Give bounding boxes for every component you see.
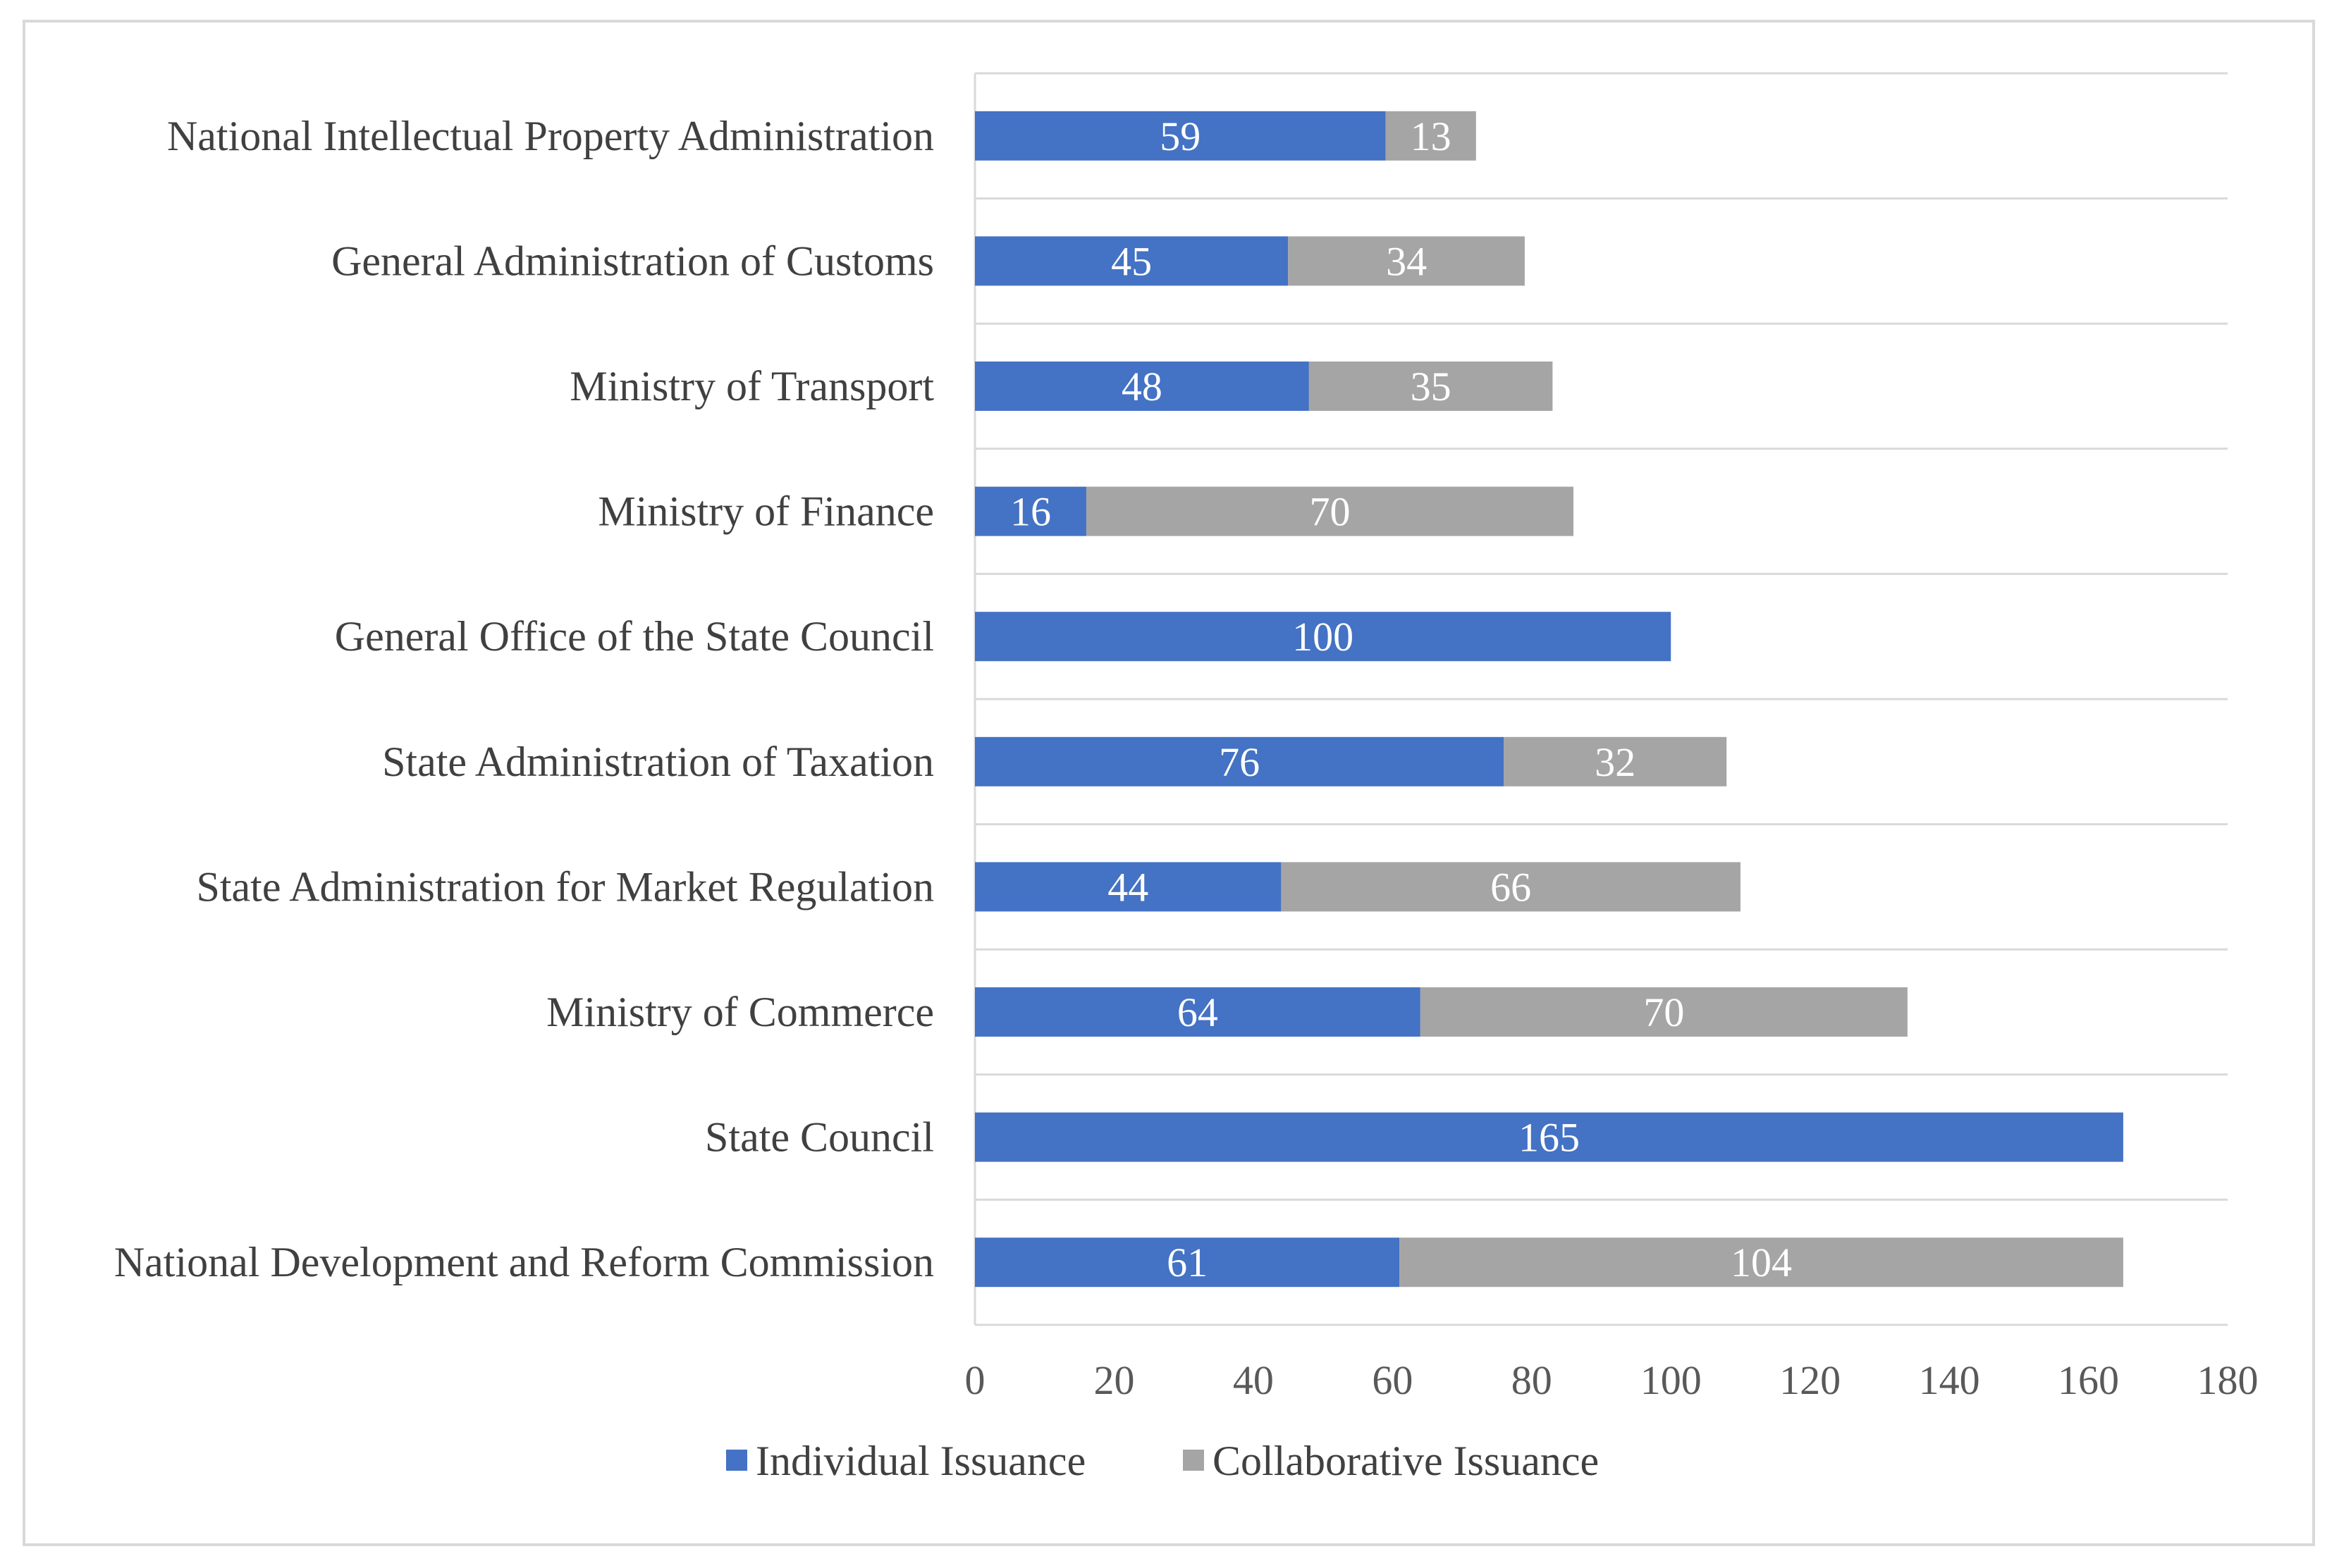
legend-label: Collaborative Issuance [1213,1438,1599,1484]
bar-value-label: 76 [1219,739,1260,785]
legend-swatch-individual [726,1450,747,1471]
bar-individual [975,236,1289,286]
bar-individual [975,987,1420,1037]
category-label: State Administration for Market Regulati… [197,863,934,910]
bar-collaborative [1086,486,1574,536]
bar-collaborative [1399,1237,2123,1288]
bar-individual [975,612,1671,662]
bar-individual [975,111,1386,161]
bar-value-label: 34 [1386,238,1427,284]
bar-individual [975,1237,1400,1288]
category-label: Ministry of Finance [598,488,934,535]
bar-collaborative [1281,862,1741,912]
bar-value-label: 35 [1411,364,1451,409]
bar-individual [975,736,1504,786]
bar-value-label: 66 [1490,864,1531,910]
category-label: General Administration of Customs [331,237,934,284]
category-label: Ministry of Commerce [546,989,934,1035]
bar-value-label: 32 [1595,739,1635,785]
category-label: Ministry of Transport [570,363,934,409]
legend-swatch-collaborative [1183,1450,1204,1471]
bar-individual [975,486,1086,536]
bar-value-label: 59 [1160,113,1201,159]
bar-collaborative [1288,236,1525,286]
x-tick-label: 20 [1093,1357,1134,1403]
x-tick-label: 180 [2197,1357,2259,1403]
category-label: General Office of the State Council [335,613,934,660]
bar-value-label: 165 [1518,1115,1580,1161]
bar-value-label: 104 [1731,1240,1792,1285]
bar-value-label: 48 [1122,364,1162,409]
bar-value-label: 13 [1411,113,1451,159]
bar-individual [975,1112,2123,1162]
bar-collaborative [1385,111,1476,161]
bar-value-label: 61 [1167,1240,1208,1285]
x-tick-label: 160 [2058,1357,2119,1403]
category-label: National Development and Reform Commissi… [114,1239,934,1285]
x-tick-label: 60 [1372,1357,1413,1403]
category-label: State Council [705,1114,934,1161]
legend-label: Individual Issuance [756,1438,1086,1484]
bar-value-label: 70 [1643,989,1684,1035]
x-tick-label: 100 [1640,1357,1702,1403]
x-tick-label: 0 [965,1357,986,1403]
bar-individual [975,862,1282,912]
bar-value-label: 45 [1111,238,1152,284]
x-tick-label: 140 [1919,1357,1980,1403]
bar-collaborative [1420,987,1908,1037]
bar-collaborative [1504,736,1727,786]
category-label: National Intellectual Property Administr… [167,113,934,159]
bar-value-label: 16 [1010,489,1051,535]
bar-value-label: 70 [1309,489,1350,535]
x-tick-label: 40 [1233,1357,1274,1403]
category-label: State Administration of Taxation [382,739,934,785]
x-tick-label: 120 [1779,1357,1841,1403]
bar-value-label: 100 [1292,614,1353,660]
bar-value-label: 44 [1107,864,1148,910]
bar-collaborative [1308,362,1553,411]
bar-value-label: 64 [1177,989,1218,1035]
bar-individual [975,362,1309,411]
x-tick-label: 80 [1511,1357,1552,1403]
